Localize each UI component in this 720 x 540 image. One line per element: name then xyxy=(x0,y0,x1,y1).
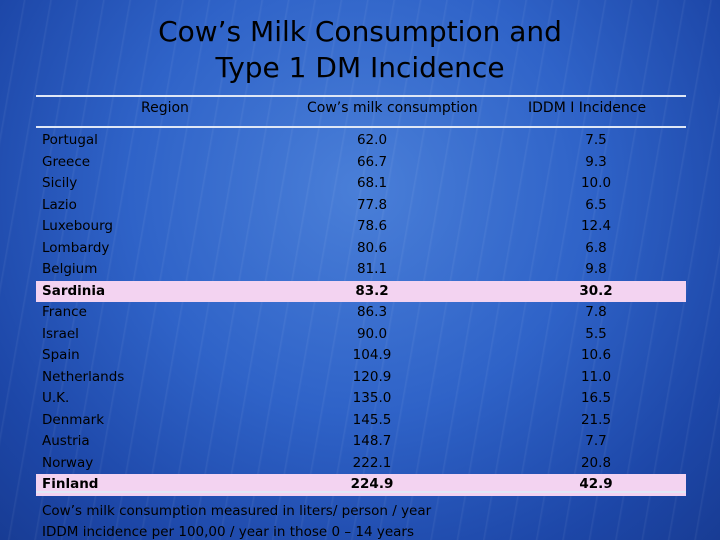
region-cell: Lazio xyxy=(42,196,77,213)
table-row: Sardinia 83.2 30.2 xyxy=(36,280,686,302)
region-cell: Netherlands xyxy=(42,368,125,385)
table-row: Portugal 62.0 7.5 xyxy=(36,130,686,152)
milk-consumption-cell: 104.9 xyxy=(352,347,392,363)
table-row: Austria 148.7 7.7 xyxy=(36,431,686,453)
milk-consumption-cell: 78.6 xyxy=(356,218,388,234)
iddm-incidence-cell: 7.8 xyxy=(585,304,607,320)
table-row: Denmark 145.5 21.5 xyxy=(36,410,686,432)
iddm-incidence-cell: 10.6 xyxy=(580,347,612,363)
header-bottom-rule xyxy=(36,126,686,128)
table-row: France 86.3 7.8 xyxy=(36,302,686,324)
region-cell: Denmark xyxy=(42,411,105,428)
region-cell: Israel xyxy=(42,325,79,342)
table-row: Israel 90.0 5.5 xyxy=(36,324,686,346)
milk-consumption-cell: 83.2 xyxy=(355,282,389,299)
slide-title: Cow’s Milk Consumption and Type 1 DM Inc… xyxy=(0,14,720,86)
milk-consumption-cell: 62.0 xyxy=(356,132,388,148)
iddm-incidence-cell: 10.0 xyxy=(580,175,612,191)
footnote-iddm-units: IDDM incidence per 100,00 / year in thos… xyxy=(42,524,415,540)
region-cell: Norway xyxy=(42,454,94,471)
column-header-iddm: IDDM I Incidence xyxy=(528,100,647,116)
title-line-1: Cow’s Milk Consumption and xyxy=(158,15,562,48)
milk-consumption-cell: 86.3 xyxy=(356,304,388,320)
region-cell: Lombardy xyxy=(42,239,110,256)
iddm-incidence-cell: 6.8 xyxy=(585,239,607,256)
milk-consumption-cell: 222.1 xyxy=(352,454,392,471)
region-cell: France xyxy=(42,304,87,320)
iddm-incidence-cell: 12.4 xyxy=(580,218,612,234)
region-cell: Luxebourg xyxy=(42,218,113,234)
region-cell: Austria xyxy=(42,433,90,449)
milk-consumption-cell: 148.7 xyxy=(352,433,392,449)
region-cell: U.K. xyxy=(42,390,70,406)
header-top-rule xyxy=(36,95,686,97)
title-line-2: Type 1 DM Incidence xyxy=(215,51,505,84)
table-row: Belgium 81.1 9.8 xyxy=(36,259,686,281)
milk-consumption-cell: 90.0 xyxy=(356,325,388,342)
milk-consumption-cell: 68.1 xyxy=(356,175,388,191)
iddm-incidence-cell: 7.7 xyxy=(585,433,607,449)
iddm-incidence-cell: 20.8 xyxy=(580,454,612,471)
table-row: Greece 66.7 9.3 xyxy=(36,152,686,174)
region-cell: Spain xyxy=(42,347,80,363)
milk-consumption-cell: 145.5 xyxy=(352,411,392,428)
iddm-incidence-cell: 9.3 xyxy=(585,153,607,170)
table-row: Luxebourg 78.6 12.4 xyxy=(36,216,686,238)
region-cell: Greece xyxy=(42,153,91,170)
region-cell: Sicily xyxy=(42,175,78,191)
table-bottom-rule xyxy=(36,491,686,493)
milk-consumption-cell: 224.9 xyxy=(350,476,394,492)
table-row: U.K. 135.0 16.5 xyxy=(36,388,686,410)
table-row: Lombardy 80.6 6.8 xyxy=(36,238,686,260)
iddm-incidence-cell: 21.5 xyxy=(580,411,612,428)
table-row: Norway 222.1 20.8 xyxy=(36,453,686,475)
iddm-incidence-cell: 16.5 xyxy=(580,390,612,406)
table-row: Netherlands 120.9 11.0 xyxy=(36,367,686,389)
iddm-incidence-cell: 5.5 xyxy=(585,325,607,342)
region-cell: Finland xyxy=(42,476,99,492)
table-row: Spain 104.9 10.6 xyxy=(36,345,686,367)
milk-consumption-cell: 135.0 xyxy=(352,390,392,406)
milk-consumption-cell: 80.6 xyxy=(356,239,388,256)
milk-consumption-cell: 120.9 xyxy=(352,368,392,385)
iddm-incidence-cell: 7.5 xyxy=(585,132,607,148)
footnote-milk-units: Cow’s milk consumption measured in liter… xyxy=(42,503,432,519)
table-row: Finland 224.9 42.9 xyxy=(36,474,686,496)
iddm-incidence-cell: 11.0 xyxy=(580,368,612,385)
table-row: Lazio 77.8 6.5 xyxy=(36,195,686,217)
milk-consumption-cell: 81.1 xyxy=(356,261,388,277)
milk-consumption-cell: 66.7 xyxy=(356,153,388,170)
iddm-incidence-cell: 30.2 xyxy=(579,282,613,299)
region-cell: Sardinia xyxy=(42,282,106,299)
iddm-incidence-cell: 42.9 xyxy=(579,476,613,492)
iddm-incidence-cell: 6.5 xyxy=(585,196,607,213)
milk-consumption-cell: 77.8 xyxy=(356,196,388,213)
region-cell: Portugal xyxy=(42,132,98,148)
table-row: Sicily 68.1 10.0 xyxy=(36,173,686,195)
iddm-incidence-cell: 9.8 xyxy=(585,261,607,277)
column-header-region: Region xyxy=(141,100,189,116)
column-header-milk: Cow’s milk consumption xyxy=(307,100,478,116)
region-cell: Belgium xyxy=(42,261,98,277)
